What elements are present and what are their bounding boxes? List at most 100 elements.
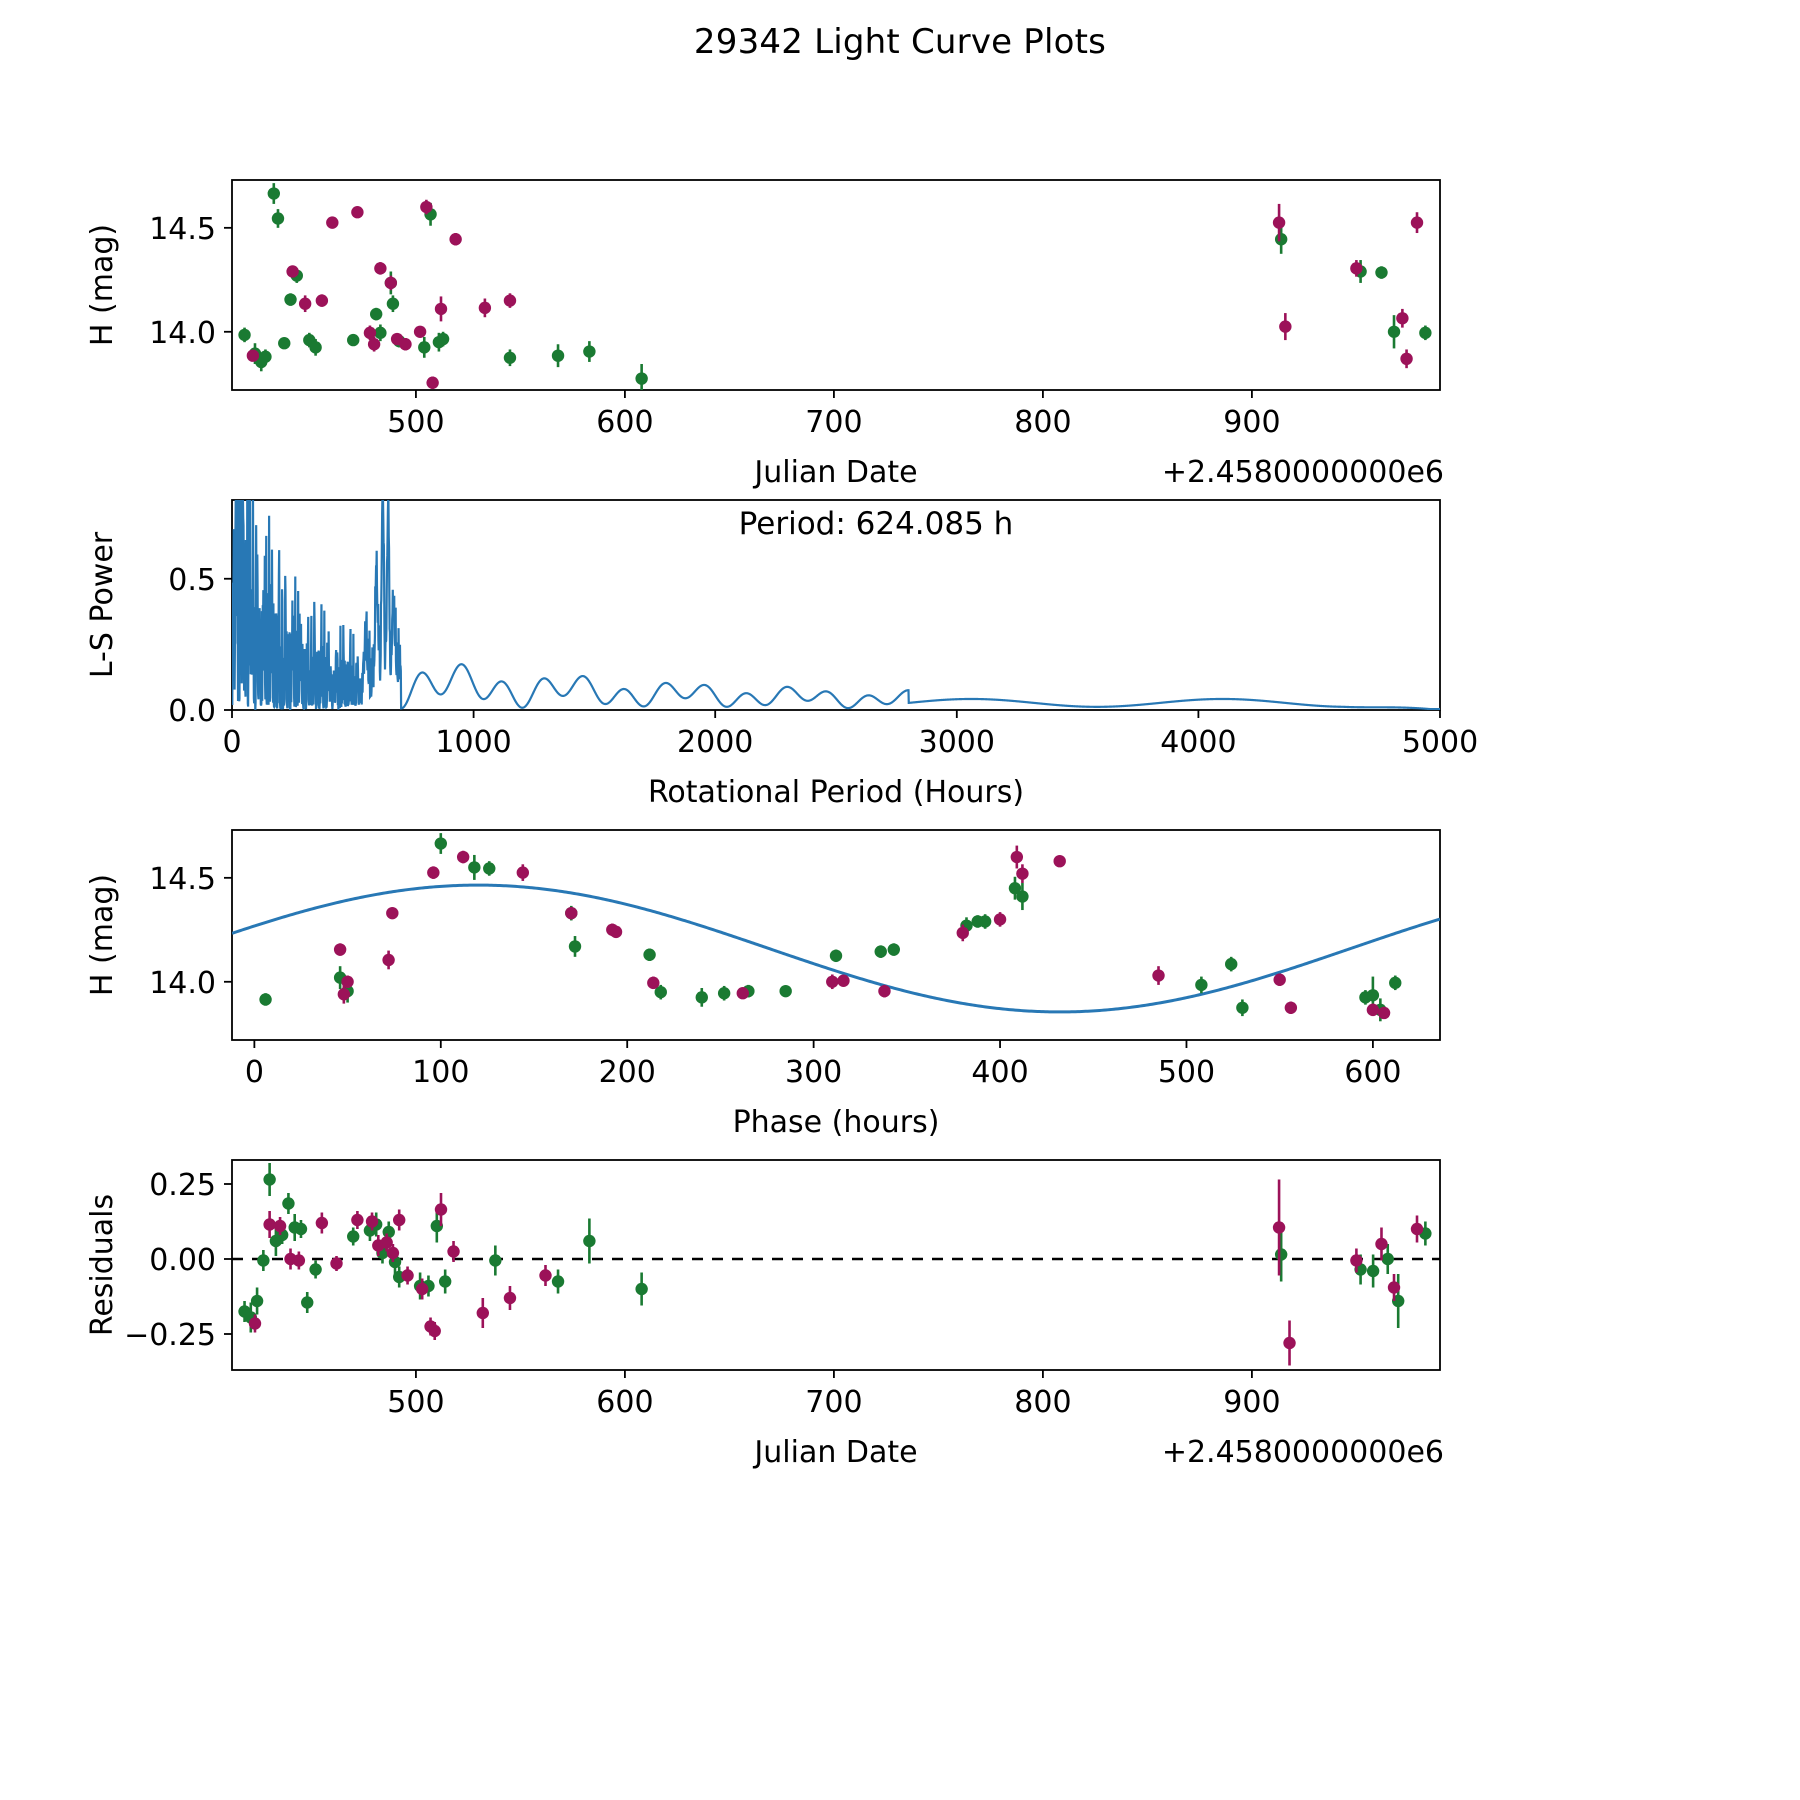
y-tick-label: −0.25 (124, 1318, 216, 1353)
x-axis-label: Julian Date (752, 455, 917, 490)
data-point (367, 338, 381, 351)
data-point (1053, 854, 1066, 868)
data-point (654, 985, 667, 999)
data-point (878, 984, 891, 998)
x-tick-label: 700 (805, 405, 862, 440)
data-point (568, 940, 582, 953)
data-point (1008, 882, 1022, 895)
data-point (647, 976, 660, 990)
x-tick-label: 500 (1158, 1055, 1215, 1090)
data-point (438, 1275, 452, 1288)
data-point (1016, 867, 1029, 880)
x-tick-label: 2000 (677, 725, 753, 760)
data-point (1273, 973, 1286, 986)
data-point (418, 341, 431, 354)
data-layer (238, 183, 1432, 390)
data-point (333, 943, 347, 956)
series-green (238, 1163, 1432, 1333)
data-point (635, 372, 648, 385)
data-point (1387, 325, 1401, 338)
x-tick-label: 300 (785, 1055, 842, 1090)
data-point (298, 297, 312, 310)
data-point (271, 212, 285, 225)
y-tick-label: 0.5 (168, 563, 216, 598)
data-point (428, 1324, 441, 1338)
data-point (516, 866, 530, 879)
panel-phase-folded: 0 100 200 300 400 500 600 14.0 14.5 Phase (hours)… (0, 800, 1800, 1140)
data-point (386, 297, 400, 310)
data-point (1410, 216, 1424, 229)
y-tick-label: 14.5 (149, 212, 216, 247)
data-point (1350, 1254, 1363, 1267)
data-point (643, 948, 656, 961)
y-axis-label: L-S Power (85, 531, 120, 678)
x-tick-label: 400 (971, 1055, 1028, 1090)
figure-title: 29342 Light Curve Plots (693, 22, 1107, 62)
panel-title: Period: 624.085 h (739, 506, 1014, 542)
x-axis-label: Rotational Period (Hours) (648, 775, 1024, 810)
data-point (736, 987, 749, 1000)
data-point (420, 200, 433, 214)
y-tick-label: 0.0 (168, 694, 216, 729)
x-tick-label: 200 (599, 1055, 656, 1090)
data-point (887, 943, 900, 956)
data-point (1279, 320, 1292, 333)
axes-frame (231, 829, 1441, 1041)
y-tick-label: 14.5 (149, 862, 216, 897)
data-point (829, 949, 843, 962)
y-tick-label: 0.25 (149, 1168, 216, 1203)
data-point (874, 945, 887, 958)
data-point (826, 975, 839, 988)
data-point (978, 915, 992, 928)
data-point (583, 1234, 596, 1248)
data-point (347, 1230, 360, 1243)
series-magenta (246, 199, 1424, 389)
data-point (382, 1225, 395, 1239)
x-tick-label: 700 (805, 1385, 862, 1420)
periodogram-curve (232, 500, 1440, 710)
data-point (315, 1216, 329, 1230)
axes-frame (231, 179, 1441, 391)
y-axis-label: H (mag) (85, 874, 120, 996)
x-tick-label: 1000 (435, 725, 511, 760)
data-point (1274, 233, 1288, 246)
data-point (695, 991, 708, 1004)
data-point (503, 351, 517, 364)
x-tick-label: 0 (222, 725, 241, 760)
x-tick-label: 900 (1223, 405, 1280, 440)
series-magenta (333, 845, 1391, 1020)
data-point (415, 1282, 429, 1296)
data-point (363, 326, 377, 340)
data-point (1272, 216, 1286, 229)
data-point (1236, 1001, 1249, 1014)
data-point (503, 294, 517, 307)
y-axis-label: Residuals (85, 1194, 120, 1336)
x-tick-label: 5000 (1402, 725, 1478, 760)
data-point (284, 293, 297, 306)
x-tick-label: 100 (412, 1055, 469, 1090)
data-point (635, 1282, 648, 1296)
data-point (837, 974, 850, 987)
data-point (301, 1296, 314, 1309)
data-point (292, 1254, 306, 1267)
data-point (1375, 1237, 1388, 1251)
data-point (380, 1236, 393, 1249)
data-point (1284, 1001, 1298, 1014)
x-tick-label: 800 (1014, 1385, 1071, 1420)
x-tick-label: 500 (387, 1385, 444, 1420)
data-point (427, 866, 440, 879)
data-point (1225, 957, 1238, 971)
data-point (337, 988, 351, 1001)
x-tick-label: 800 (1014, 405, 1071, 440)
data-point (384, 276, 398, 290)
y-tick-label: 14.0 (149, 316, 216, 351)
x-axis-offset-text: +2.4580000000e6 (1162, 1435, 1444, 1470)
series-green (259, 833, 1402, 1022)
data-point (1400, 352, 1413, 366)
data-point (374, 262, 387, 275)
data-point (341, 975, 354, 988)
data-point (1387, 1281, 1401, 1294)
data-point (259, 350, 272, 363)
data-point (1274, 1248, 1288, 1261)
